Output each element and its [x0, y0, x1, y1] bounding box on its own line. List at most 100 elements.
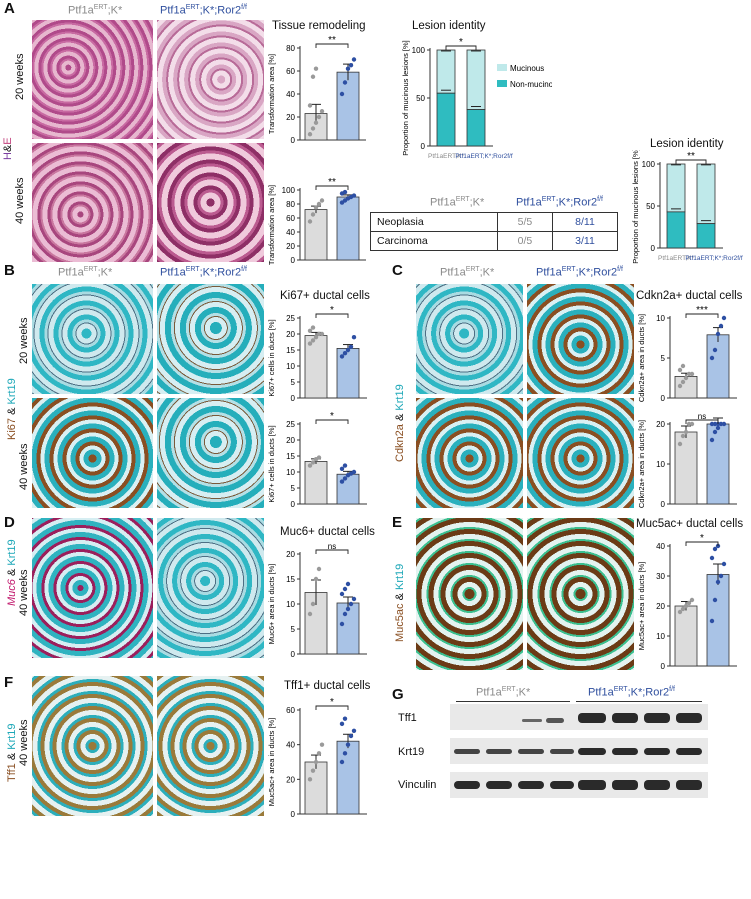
- cell-control: 5/5: [496, 212, 553, 232]
- y-axis-label: Transformation area [%]: [267, 54, 276, 134]
- title-tff1: Tff1+ ductal cells: [284, 680, 371, 692]
- data-point: [715, 331, 721, 337]
- data-point: [683, 603, 689, 609]
- data-point: [339, 759, 345, 765]
- data-point: [342, 716, 348, 721]
- y-tick-label: 10: [286, 600, 295, 609]
- data-point: [319, 198, 325, 203]
- y-tick-label: 5: [661, 354, 666, 363]
- data-point: [712, 429, 718, 435]
- y-tick-label: 15: [286, 575, 295, 584]
- data-point: [709, 555, 715, 561]
- genotype-control-c: Ptf1aERT;K*: [440, 266, 495, 279]
- y-axis-label: Ki67+ cells in ducts [%]: [267, 425, 276, 502]
- data-point: [319, 109, 325, 114]
- y-tick-label: 15: [286, 346, 295, 355]
- data-point: [310, 460, 316, 465]
- data-point: [339, 354, 345, 359]
- timepoint-20w-a: 20 weeks: [14, 53, 26, 100]
- y-tick-label: 0: [291, 810, 296, 819]
- data-point: [339, 591, 345, 597]
- bar-mucinous: [666, 163, 686, 213]
- title-muc5ac: Muc5ac+ ductal cells: [636, 518, 744, 530]
- x-tick-label-mutant: Ptf1aERT;K*;Ror2f/f: [685, 255, 743, 262]
- data-point: [709, 437, 715, 443]
- bar-nonmucinous: [436, 92, 456, 147]
- panel-label-f: F: [4, 674, 14, 691]
- significance-label: *: [330, 697, 334, 708]
- data-point: [307, 103, 313, 108]
- significance-bracket: [675, 159, 707, 164]
- blot-genotype-mutant: Ptf1aERT;K*;Ror2f/f: [588, 686, 675, 699]
- data-point: [313, 205, 319, 210]
- bar-nonmucinous: [666, 211, 686, 249]
- data-point: [319, 742, 325, 747]
- stain-label-tff1: Tff1 & Krt19: [6, 723, 18, 782]
- bar: [304, 761, 328, 815]
- histology-he-ctrl-40w: [32, 143, 153, 262]
- chart-d1: Muc6+ area in ducts [%] 0 5 10 15 20 ns: [267, 542, 367, 659]
- blot-strip-krt19: [450, 738, 708, 764]
- chart-e1: Muc5ac+ area in ducts [%] 0 10 20 30 40 *: [637, 533, 737, 671]
- chart-a4: Proportion of mucinous lesions [%] 0 50 100…: [631, 150, 743, 264]
- y-axis-label: Cdkn2a+ area in ducts [%]: [637, 314, 646, 402]
- data-point: [721, 421, 727, 427]
- data-point: [680, 363, 686, 369]
- y-tick-label: 60: [286, 67, 295, 76]
- genotype-control-a: Ptf1aERT;K*: [68, 4, 123, 17]
- title-ki67: Ki67+ ductal cells: [280, 290, 370, 302]
- data-point: [351, 469, 357, 475]
- y-tick-label: 10: [286, 468, 295, 477]
- blot-band: [486, 749, 512, 754]
- stain-label-cdkn2a: Cdkn2a & Krt19: [394, 384, 406, 462]
- y-tick-label: 10: [656, 314, 665, 323]
- blot-label-tff1: Tff1: [398, 712, 417, 724]
- data-point: [307, 328, 313, 333]
- data-point: [680, 433, 686, 439]
- y-axis-label: Transformation area [%]: [267, 185, 276, 265]
- y-tick-label: 0: [421, 142, 426, 151]
- blot-band: [550, 749, 574, 754]
- histology-cdkn2a-ctrl-40w: [416, 398, 523, 508]
- data-point: [310, 325, 316, 330]
- blot-strip-tff1: [450, 704, 708, 730]
- data-point: [339, 479, 345, 484]
- data-point: [310, 212, 316, 217]
- data-point: [689, 371, 695, 377]
- data-point: [339, 721, 345, 727]
- data-point: [721, 315, 727, 321]
- y-tick-label: 25: [286, 314, 295, 323]
- legend-swatch-nonmucinous: [497, 80, 507, 87]
- table-row: Carcinoma 0/5 3/11: [370, 231, 619, 251]
- title-lesion-identity-40w: Lesion identity: [650, 138, 724, 150]
- data-point: [342, 611, 348, 617]
- chart-a2: Transformation area [%] 0 20 40 60 80 100 **: [267, 177, 366, 265]
- data-point: [345, 581, 351, 587]
- y-tick-label: 5: [291, 484, 296, 493]
- data-point: [715, 425, 721, 431]
- blot-band: [518, 749, 544, 754]
- data-point: [712, 597, 718, 603]
- blot-band: [612, 780, 638, 790]
- data-point: [310, 74, 316, 79]
- data-point: [307, 611, 313, 617]
- histology-he-mut-20w: [157, 20, 264, 139]
- y-tick-label: 60: [286, 706, 295, 715]
- y-tick-label: 20: [286, 775, 295, 784]
- data-point: [351, 193, 357, 198]
- title-tissue-remodeling: Tissue remodeling: [272, 20, 366, 32]
- table-row: Neoplasia 5/5 8/11: [370, 212, 619, 232]
- y-tick-label: 20: [656, 602, 665, 611]
- significance-bracket: [315, 705, 349, 710]
- data-point: [718, 573, 724, 579]
- bar-nonmucinous: [696, 223, 716, 249]
- bar: [706, 334, 730, 399]
- histology-cdkn2a-ctrl-20w: [416, 284, 523, 394]
- data-point: [348, 63, 354, 68]
- blot-band: [644, 713, 670, 723]
- data-point: [307, 463, 313, 468]
- data-point: [345, 66, 351, 71]
- data-point: [339, 91, 345, 97]
- stain-label-muc5ac: Muc5ac & Krt19: [394, 563, 406, 642]
- significance-label: ***: [696, 305, 708, 316]
